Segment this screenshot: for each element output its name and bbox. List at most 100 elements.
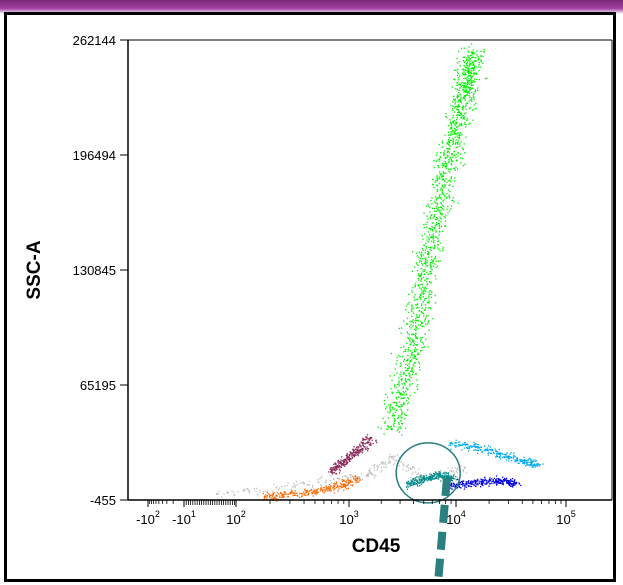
event-dot (425, 223, 427, 225)
event-dot (484, 483, 486, 485)
event-dot (534, 465, 536, 467)
event-dot (335, 482, 337, 484)
event-dot (480, 55, 482, 57)
event-dot (450, 208, 452, 210)
event-dot (439, 260, 441, 262)
event-dot (415, 326, 417, 329)
event-dot (434, 478, 436, 480)
event-dot (484, 78, 487, 80)
event-dot (380, 427, 382, 430)
event-dot (342, 480, 344, 482)
event-dot (273, 492, 275, 494)
event-dot (369, 441, 371, 444)
event-dot (387, 411, 389, 413)
event-dot (458, 101, 460, 103)
event-dot (448, 194, 450, 196)
event-dot (350, 453, 352, 455)
event-dot (411, 373, 413, 376)
event-dot (465, 90, 467, 92)
event-dot (485, 481, 487, 483)
event-dot (398, 426, 400, 428)
event-dot (405, 370, 407, 372)
event-dot (422, 480, 424, 483)
event-dot (347, 458, 349, 461)
event-dot (488, 448, 490, 451)
event-dot (356, 448, 358, 450)
event-dot (416, 344, 418, 346)
event-dot (262, 491, 264, 493)
event-dot (435, 225, 437, 227)
event-dot (471, 483, 473, 485)
event-dot (442, 175, 444, 177)
event-dot (450, 159, 453, 162)
event-dot (459, 123, 461, 125)
event-dot (384, 420, 386, 423)
event-dot (401, 405, 404, 407)
event-dot (414, 478, 416, 480)
event-dot (303, 491, 305, 493)
event-dot (450, 487, 452, 489)
event-dot (343, 485, 345, 487)
event-dot (439, 216, 441, 218)
event-dot (413, 479, 415, 481)
event-dot (446, 181, 448, 183)
event-dot (452, 109, 454, 112)
event-dot (269, 494, 272, 497)
event-dot (464, 163, 466, 165)
event-dot (441, 474, 444, 476)
event-dot (448, 476, 450, 478)
event-dot (459, 133, 461, 136)
event-dot (423, 475, 425, 477)
event-dot (408, 346, 410, 349)
event-dot (428, 237, 430, 239)
event-dot (421, 475, 423, 477)
event-dot (459, 132, 462, 134)
event-dot (464, 485, 466, 487)
event-dot (470, 74, 472, 76)
event-dot (446, 116, 448, 119)
event-dot (406, 481, 408, 483)
event-dot (400, 404, 402, 406)
event-dot (414, 266, 416, 268)
event-dot (442, 164, 444, 167)
event-dot (409, 374, 411, 376)
event-dot (420, 480, 422, 483)
event-dot (464, 87, 466, 89)
event-dot (265, 494, 267, 496)
event-dot (413, 328, 416, 330)
event-dot (411, 484, 414, 486)
event-dot (511, 483, 513, 485)
event-dot (276, 492, 278, 494)
event-dot (417, 303, 419, 305)
data-point (463, 466, 466, 469)
event-dot (528, 464, 530, 466)
event-dot (520, 484, 522, 487)
event-dot (440, 218, 442, 220)
event-dot (476, 480, 478, 482)
event-dot (369, 470, 371, 472)
event-dot (435, 199, 437, 201)
event-dot (376, 469, 378, 471)
event-dot (454, 123, 456, 125)
event-dot (456, 96, 458, 98)
event-dot (457, 141, 459, 143)
event-dot (401, 413, 403, 415)
event-dot (395, 396, 397, 399)
event-dot (432, 233, 434, 235)
event-dot (403, 392, 405, 394)
event-dot (436, 202, 438, 205)
event-dot (415, 344, 417, 346)
event-dot (490, 448, 492, 451)
event-dot (368, 444, 370, 446)
event-dot (426, 302, 429, 304)
event-dot (412, 481, 415, 483)
event-dot (445, 178, 447, 180)
event-dot (243, 488, 245, 490)
event-dot (464, 121, 466, 124)
event-dot (495, 450, 497, 452)
event-dot (390, 388, 392, 390)
event-dot (459, 84, 462, 86)
event-dot (325, 489, 328, 491)
event-dot (275, 486, 277, 489)
event-dot (386, 428, 388, 430)
